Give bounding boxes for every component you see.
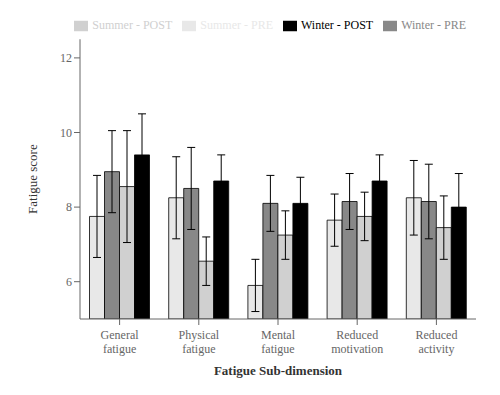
html-text:Winter - PRE: Winter - PRE: [401, 18, 466, 32]
svg-text:Fatigue Sub-dimension: Fatigue Sub-dimension: [214, 363, 343, 378]
html-text:Summer - POST: Summer - POST: [92, 18, 173, 32]
svg-text:12: 12: [60, 51, 72, 65]
svg-text:Generalfatigue: Generalfatigue: [101, 328, 140, 356]
svg-text:8: 8: [66, 200, 72, 214]
svg-text:Reducedactivity: Reducedactivity: [415, 328, 457, 356]
svg-text:Physicalfatigue: Physicalfatigue: [178, 328, 219, 356]
html-text:Winter - POST: Winter - POST: [301, 18, 374, 32]
svg-text:6: 6: [66, 275, 72, 289]
svg-text:Reducedmotivation: Reducedmotivation: [331, 328, 383, 356]
html-text:Summer - PRE: Summer - PRE: [200, 18, 273, 32]
svg-text:Mentalfatigue: Mentalfatigue: [261, 328, 296, 356]
svg-text:10: 10: [60, 126, 72, 140]
svg-text:Fatigue score: Fatigue score: [25, 144, 40, 214]
